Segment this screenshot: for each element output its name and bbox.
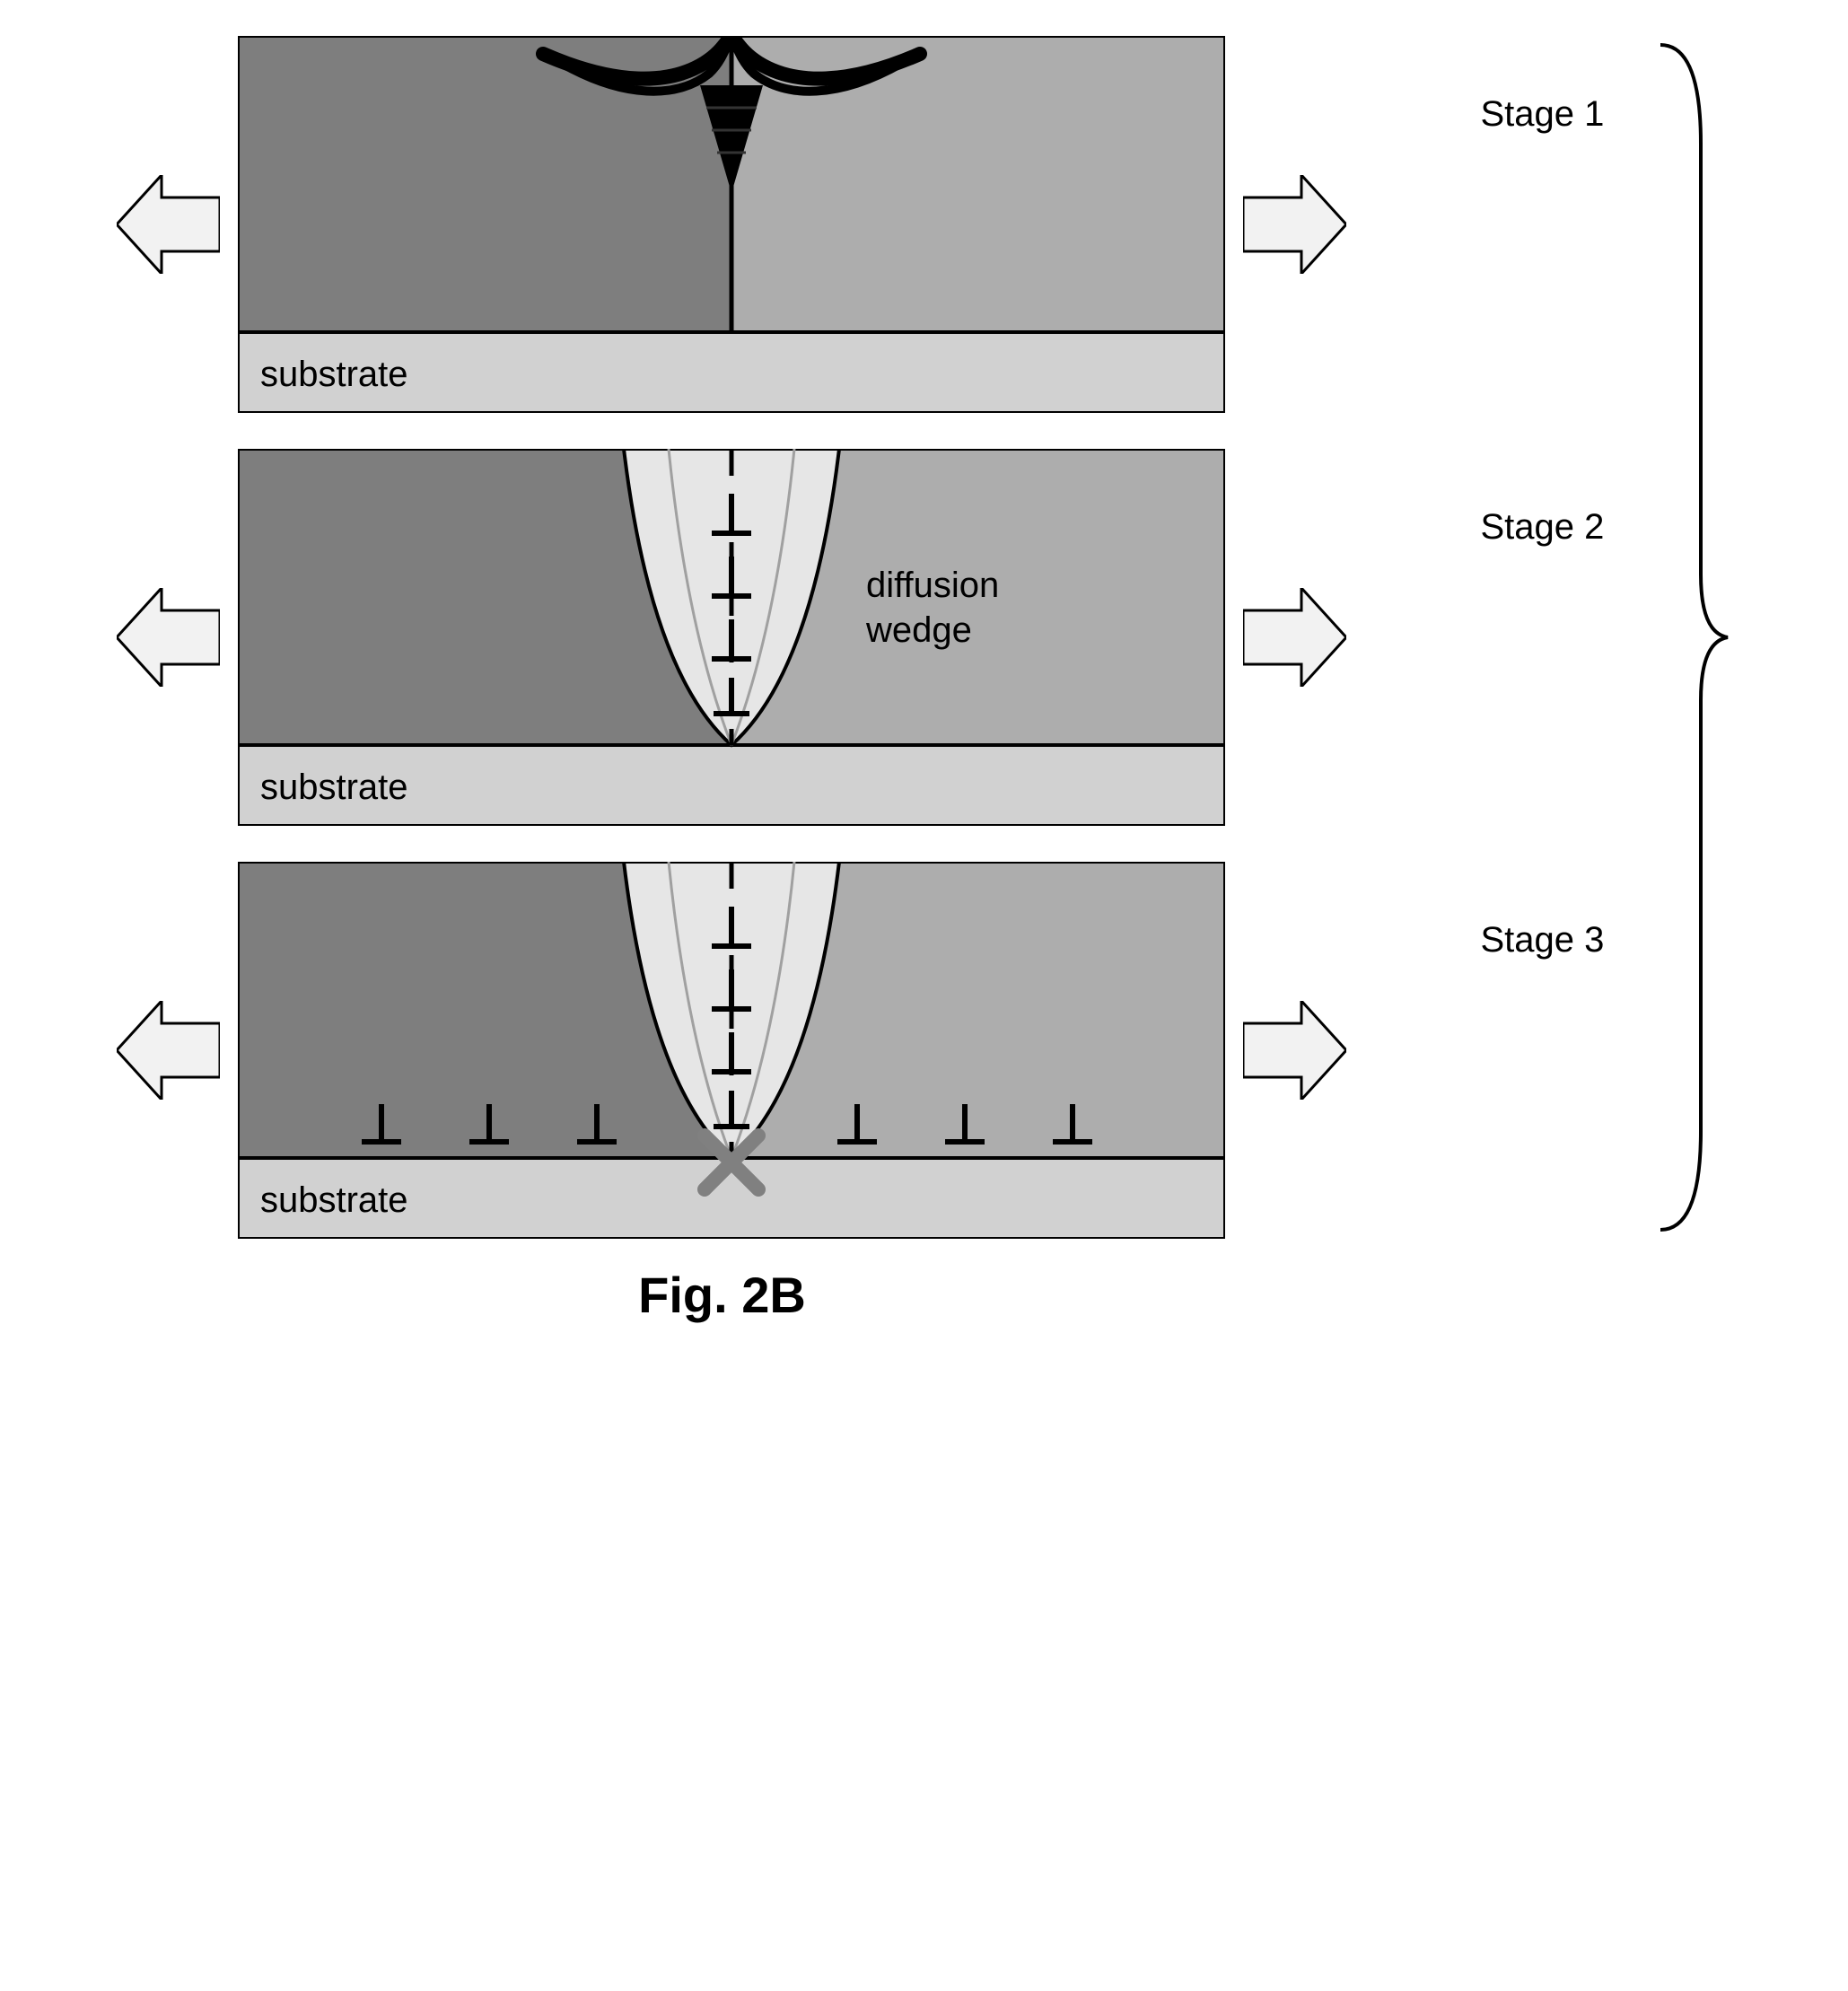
- stress-arrow-left-icon: [117, 1001, 220, 1100]
- figure-2b: substrate: [117, 36, 1732, 1324]
- stage-3-row: substrate: [117, 862, 1328, 1239]
- panels-column: substrate: [117, 36, 1328, 1239]
- stage-1-label: Stage 1: [1481, 94, 1605, 135]
- substrate-label: substrate: [260, 767, 408, 807]
- stage-1-panel: substrate: [238, 36, 1225, 413]
- stage-1-row: substrate: [117, 36, 1328, 413]
- diffusion-wedge-label-1: diffusion: [866, 566, 999, 605]
- right-arrow-slot: [1243, 862, 1346, 1239]
- grouping-brace-icon: [1651, 36, 1732, 1252]
- diffusion-wedge-label-2: wedge: [865, 610, 972, 650]
- stage-2-label: Stage 2: [1481, 507, 1605, 548]
- substrate-label: substrate: [260, 1180, 408, 1220]
- right-arrow-slot: [1243, 449, 1346, 826]
- left-arrow-slot: [117, 449, 220, 826]
- substrate-label: substrate: [260, 355, 408, 394]
- right-arrow-slot: [1243, 36, 1346, 413]
- stress-arrow-right-icon: [1243, 175, 1346, 274]
- stage-2-row: diffusion wedge substrate: [117, 449, 1328, 826]
- stress-arrow-left-icon: [117, 588, 220, 687]
- stage-3-panel: substrate: [238, 862, 1225, 1239]
- stage-2-panel: diffusion wedge substrate: [238, 449, 1225, 826]
- stage-3-label: Stage 3: [1481, 920, 1605, 960]
- stress-arrow-right-icon: [1243, 1001, 1346, 1100]
- stress-arrow-left-icon: [117, 175, 220, 274]
- left-arrow-slot: [117, 36, 220, 413]
- stress-arrow-right-icon: [1243, 588, 1346, 687]
- left-arrow-slot: [117, 862, 220, 1239]
- figure-caption: Fig. 2B: [117, 1266, 1328, 1324]
